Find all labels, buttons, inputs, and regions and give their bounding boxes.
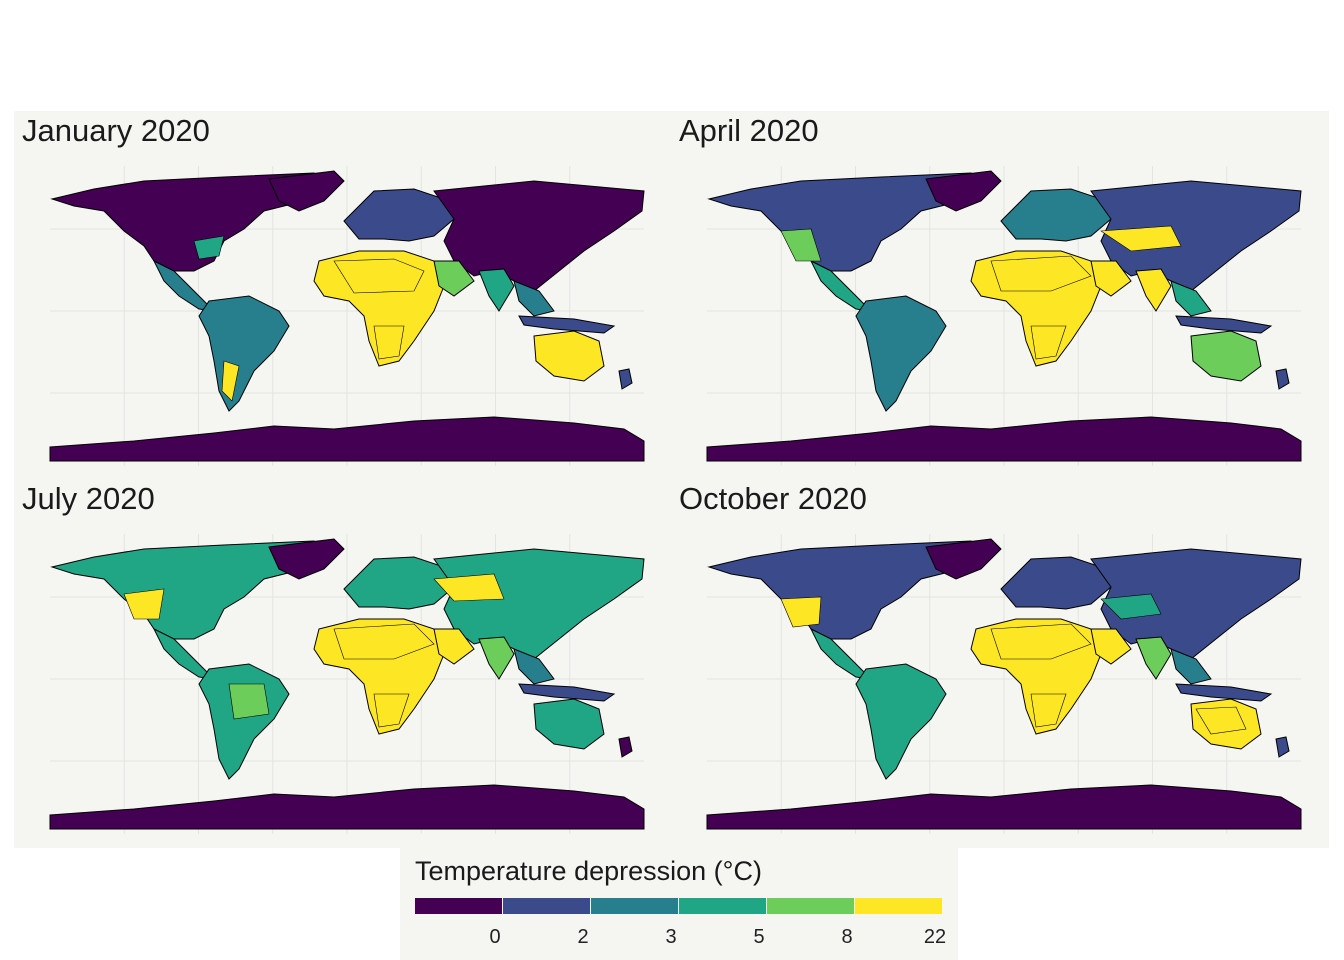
legend-swatch xyxy=(855,898,942,914)
landmass-nz xyxy=(618,368,633,390)
temperature-region xyxy=(990,623,1092,660)
panel-july: July 2020 xyxy=(14,479,671,848)
world-map-october xyxy=(706,534,1302,834)
legend-swatch xyxy=(415,898,502,914)
temperature-region xyxy=(780,228,822,262)
landmass-seAsia xyxy=(513,280,555,317)
legend-break-label: 22 xyxy=(923,926,947,948)
landmass-india xyxy=(478,268,515,312)
landmass-australia xyxy=(1190,330,1262,382)
landmass-antarctica xyxy=(706,416,1302,462)
landmass-australia xyxy=(533,330,605,382)
landmass-europe xyxy=(1000,188,1112,242)
landmass-australia xyxy=(533,698,605,750)
landmass-arabia xyxy=(433,628,475,665)
temperature-region xyxy=(990,255,1092,292)
temperature-region xyxy=(373,325,405,360)
landmass-indonesia xyxy=(1175,683,1273,702)
legend-swatch xyxy=(503,898,590,914)
legend-break-label: 0 xyxy=(489,926,501,948)
landmass-antarctica xyxy=(49,784,645,830)
temperature-region xyxy=(1100,593,1162,620)
landmass-arabia xyxy=(1090,260,1132,297)
landmass-europe xyxy=(343,556,455,610)
temperature-region xyxy=(433,573,505,602)
temperature-region xyxy=(228,683,270,720)
landmass-india xyxy=(1135,268,1172,312)
legend-break-label: 2 xyxy=(577,926,589,948)
landmass-indonesia xyxy=(518,683,616,702)
color-legend: Temperature depression (°C) 0 2 3 5 8 22 xyxy=(400,848,958,960)
temperature-region xyxy=(333,258,425,294)
legend-colorbar xyxy=(415,898,943,914)
panel-title: July 2020 xyxy=(22,481,155,516)
landmass-greenland xyxy=(268,538,345,580)
landmass-northAmerica xyxy=(50,172,336,272)
panel-title: October 2020 xyxy=(679,481,867,516)
world-map-january xyxy=(49,166,645,466)
landmass-india xyxy=(1135,636,1172,680)
legend-title: Temperature depression (°C) xyxy=(415,856,762,886)
legend-swatch xyxy=(767,898,854,914)
landmass-indonesia xyxy=(1175,315,1273,334)
temperature-region xyxy=(373,693,410,728)
landmass-seAsia xyxy=(1170,280,1212,317)
temperature-region xyxy=(1100,225,1182,252)
landmass-indonesia xyxy=(518,315,616,334)
landmass-greenland xyxy=(268,170,345,212)
landmass-india xyxy=(478,636,515,680)
temperature-region xyxy=(221,360,240,402)
temperature-region xyxy=(123,588,165,620)
legend-break-label: 8 xyxy=(841,926,853,948)
landmass-southAmerica xyxy=(855,295,947,412)
world-map-april xyxy=(706,166,1302,466)
temperature-region xyxy=(193,235,225,260)
panel-title: April 2020 xyxy=(679,113,819,148)
landmass-greenland xyxy=(925,170,1002,212)
panel-april: April 2020 xyxy=(671,111,1329,479)
temperature-region xyxy=(1030,693,1067,728)
temperature-region xyxy=(1195,706,1247,735)
legend-labels: 0 2 3 5 8 22 xyxy=(415,926,955,956)
landmass-arabia xyxy=(433,260,475,297)
landmass-nz xyxy=(618,736,633,758)
legend-swatch xyxy=(591,898,678,914)
panel-january: January 2020 xyxy=(14,111,671,479)
landmass-seAsia xyxy=(1170,648,1212,685)
landmass-europe xyxy=(1000,556,1112,610)
temperature-region xyxy=(333,623,435,660)
landmass-northAmerica xyxy=(50,540,336,640)
landmass-europe xyxy=(343,188,455,242)
world-map-july xyxy=(49,534,645,834)
panel-title: January 2020 xyxy=(22,113,210,148)
landmass-antarctica xyxy=(706,784,1302,830)
panel-october: October 2020 xyxy=(671,479,1329,848)
landmass-antarctica xyxy=(49,416,645,462)
landmass-nz xyxy=(1275,736,1290,758)
temperature-region xyxy=(780,596,822,628)
landmass-nz xyxy=(1275,368,1290,390)
legend-break-label: 3 xyxy=(665,926,677,948)
temperature-region xyxy=(1030,325,1067,360)
landmass-southAmerica xyxy=(198,663,290,780)
landmass-southAmerica xyxy=(855,663,947,780)
landmass-greenland xyxy=(925,538,1002,580)
landmass-arabia xyxy=(1090,628,1132,665)
legend-break-label: 5 xyxy=(753,926,765,948)
landmass-southAmerica xyxy=(198,295,290,412)
landmass-seAsia xyxy=(513,648,555,685)
legend-swatch xyxy=(679,898,766,914)
